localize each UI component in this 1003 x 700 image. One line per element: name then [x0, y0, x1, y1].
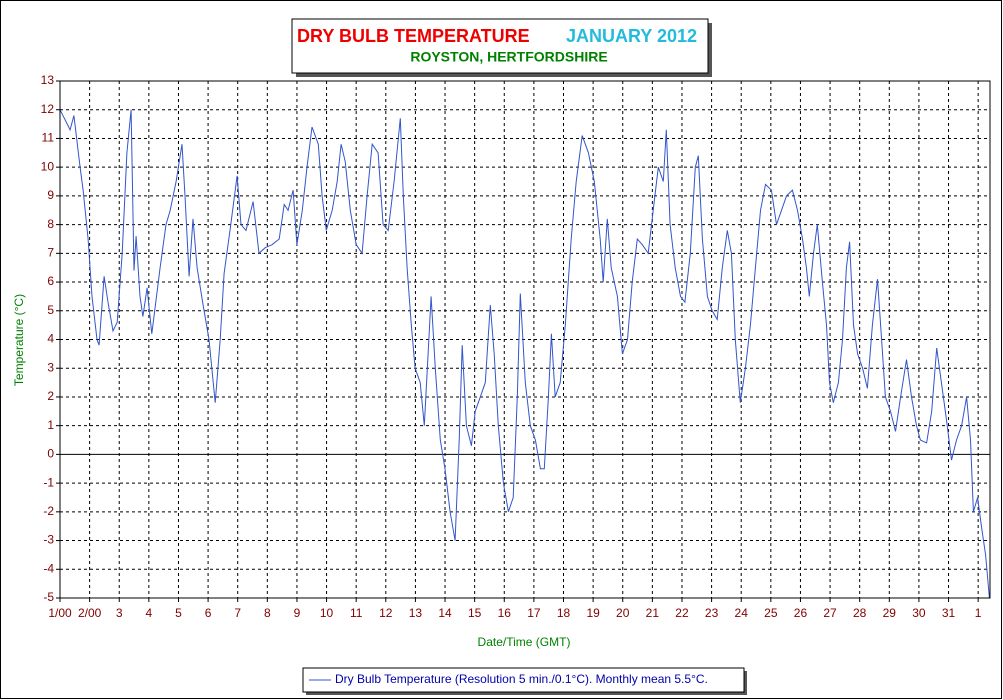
x-tick-label: 12 [379, 606, 393, 620]
x-tick-label: 6 [205, 606, 212, 620]
x-tick-label: 17 [527, 606, 541, 620]
x-tick-label: 5 [175, 606, 182, 620]
x-tick-label: 31 [942, 606, 956, 620]
x-tick-label: 28 [853, 606, 867, 620]
x-axis-label: Date/Time (GMT) [478, 635, 571, 649]
x-tick-label: 16 [498, 606, 512, 620]
temperature-line [59, 109, 990, 599]
y-tick-label: 4 [47, 332, 54, 346]
x-tick-label: 21 [646, 606, 660, 620]
x-tick-label: 2/00 [78, 606, 102, 620]
x-tick-label: 18 [557, 606, 571, 620]
y-tick-label: 12 [41, 102, 55, 116]
y-tick-label: -1 [43, 475, 54, 489]
y-tick-label: -3 [43, 533, 54, 547]
chart-title: DRY BULB TEMPERATURE [297, 26, 530, 46]
x-tick-label: 24 [735, 606, 749, 620]
x-tick-label: 10 [320, 606, 334, 620]
title-box [291, 18, 709, 74]
x-tick-label: 1/00 [48, 606, 72, 620]
y-tick-label: -4 [43, 561, 54, 575]
x-tick-label: 11 [350, 606, 363, 620]
y-tick-label: 13 [41, 73, 55, 87]
x-tick-label: 22 [675, 606, 689, 620]
plot-border [59, 80, 991, 599]
x-tick-label: 14 [438, 606, 452, 620]
y-tick-label: 9 [47, 188, 54, 202]
x-tick-label: 29 [883, 606, 897, 620]
x-tick-label: 4 [146, 606, 153, 620]
y-tick-label: 3 [47, 360, 54, 374]
chart-period: JANUARY 2012 [566, 26, 697, 46]
y-tick-label: -5 [43, 590, 54, 604]
x-tick-label: 13 [409, 606, 423, 620]
x-tick-label: 3 [116, 606, 123, 620]
x-tick-label: 7 [234, 606, 241, 620]
x-tick-label: 1 [975, 606, 982, 620]
chart-subtitle: ROYSTON, HERTFORDSHIRE [410, 49, 607, 65]
y-tick-label: 2 [47, 389, 54, 403]
x-tick-label: 25 [764, 606, 778, 620]
x-tick-label: 27 [823, 606, 837, 620]
y-tick-label: 0 [47, 447, 54, 461]
legend: Dry Bulb Temperature (Resolution 5 min./… [309, 672, 708, 686]
x-tick-label: 30 [912, 606, 926, 620]
y-tick-label: 1 [47, 418, 54, 432]
x-tick-label: 9 [294, 606, 301, 620]
y-tick-label: 10 [41, 159, 55, 173]
y-tick-label: 5 [47, 303, 54, 317]
x-tick-label: 19 [586, 606, 600, 620]
x-tick-label: 15 [468, 606, 482, 620]
y-tick-label: 6 [47, 274, 54, 288]
y-tick-label: 8 [47, 217, 54, 231]
legend-label: Dry Bulb Temperature (Resolution 5 min./… [335, 672, 708, 686]
x-tick-label: 20 [616, 606, 630, 620]
y-tick-label: -2 [43, 504, 54, 518]
y-axis-label: Temperature (°C) [12, 294, 26, 386]
y-tick-label: 11 [42, 131, 55, 145]
x-tick-label: 8 [264, 606, 271, 620]
x-tick-label: 23 [705, 606, 719, 620]
y-tick-label: 7 [47, 246, 54, 260]
legend-box [302, 667, 745, 693]
x-tick-label: 26 [794, 606, 808, 620]
